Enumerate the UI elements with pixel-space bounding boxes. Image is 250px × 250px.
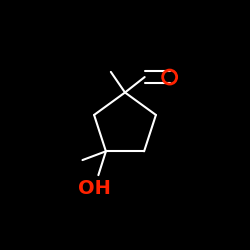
- Text: OH: OH: [78, 179, 111, 198]
